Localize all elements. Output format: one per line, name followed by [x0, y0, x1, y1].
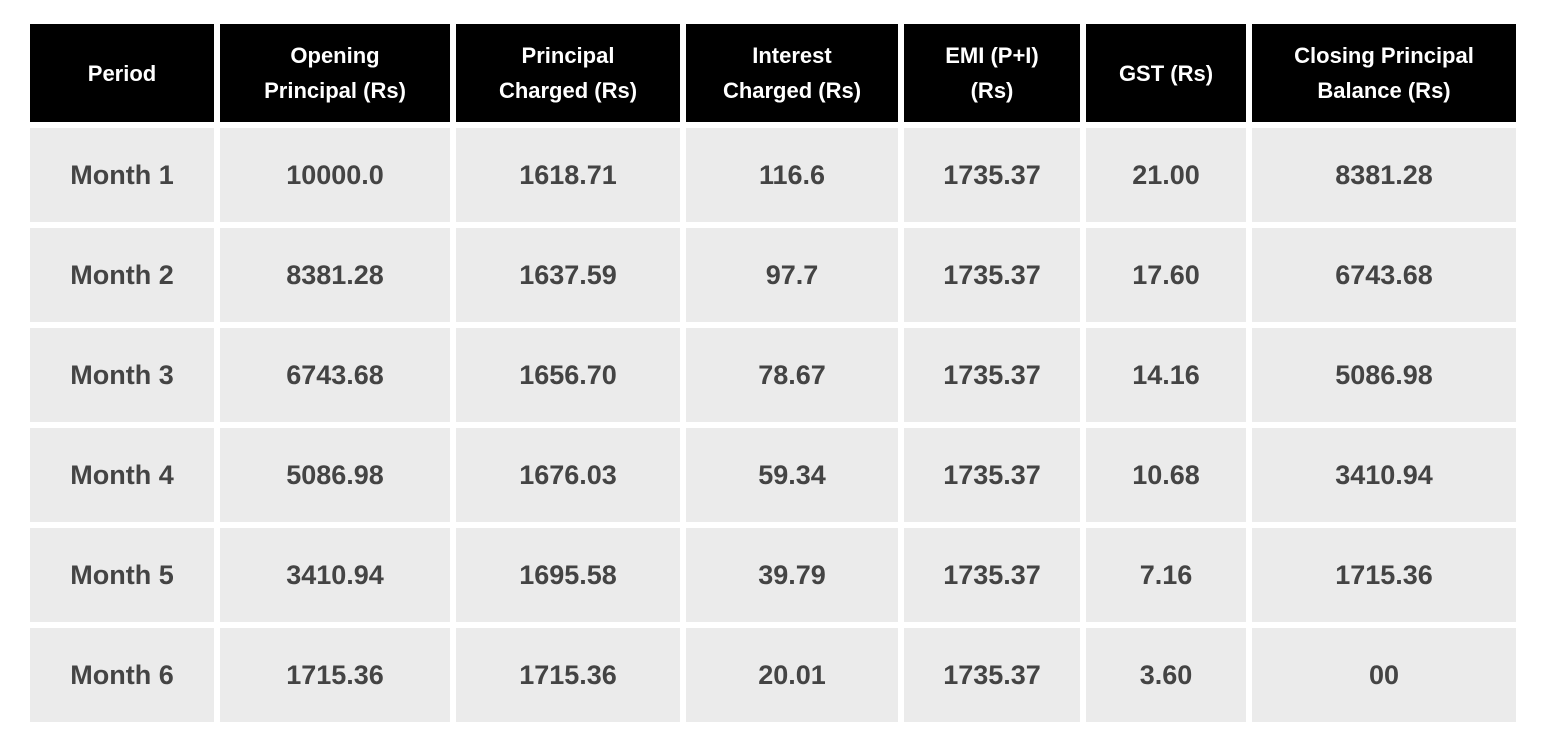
- table-row: Month 6 1715.36 1715.36 20.01 1735.37 3.60 00: [30, 628, 1516, 722]
- value-cell: 10.68: [1086, 428, 1246, 522]
- value-cell: 17.60: [1086, 228, 1246, 322]
- table-header: Period Opening Principal (Rs) Principal Ch…: [30, 24, 1516, 122]
- value-cell: 00: [1252, 628, 1516, 722]
- period-cell: Month 5: [30, 528, 214, 622]
- table-row: Month 1 10000.0 1618.71 116.6 1735.37 21.00 83…: [30, 128, 1516, 222]
- value-cell: 5086.98: [1252, 328, 1516, 422]
- header-cell: Closing Principal Balance (Rs): [1252, 24, 1516, 122]
- value-cell: 3410.94: [220, 528, 450, 622]
- period-cell: Month 3: [30, 328, 214, 422]
- header-cell: Interest Charged (Rs): [686, 24, 898, 122]
- value-cell: 21.00: [1086, 128, 1246, 222]
- value-cell: 1715.36: [456, 628, 680, 722]
- value-cell: 59.34: [686, 428, 898, 522]
- value-cell: 1715.36: [1252, 528, 1516, 622]
- header-cell: Principal Charged (Rs): [456, 24, 680, 122]
- value-cell: 97.7: [686, 228, 898, 322]
- table-row: Month 3 6743.68 1656.70 78.67 1735.37 14.16 50…: [30, 328, 1516, 422]
- table-row: Month 2 8381.28 1637.59 97.7 1735.37 17.60 674…: [30, 228, 1516, 322]
- period-cell: Month 1: [30, 128, 214, 222]
- period-cell: Month 6: [30, 628, 214, 722]
- value-cell: 1735.37: [904, 528, 1080, 622]
- value-cell: 1656.70: [456, 328, 680, 422]
- value-cell: 1676.03: [456, 428, 680, 522]
- value-cell: 7.16: [1086, 528, 1246, 622]
- amortization-table: Period Opening Principal (Rs) Principal Ch…: [24, 18, 1522, 728]
- value-cell: 1735.37: [904, 228, 1080, 322]
- header-row: Period Opening Principal (Rs) Principal Ch…: [30, 24, 1516, 122]
- period-cell: Month 4: [30, 428, 214, 522]
- value-cell: 8381.28: [1252, 128, 1516, 222]
- value-cell: 1735.37: [904, 128, 1080, 222]
- table-body: Month 1 10000.0 1618.71 116.6 1735.37 21.00 83…: [30, 128, 1516, 722]
- value-cell: 1695.58: [456, 528, 680, 622]
- value-cell: 39.79: [686, 528, 898, 622]
- value-cell: 1715.36: [220, 628, 450, 722]
- value-cell: 5086.98: [220, 428, 450, 522]
- value-cell: 78.67: [686, 328, 898, 422]
- value-cell: 3.60: [1086, 628, 1246, 722]
- header-cell: EMI (P+I) (Rs): [904, 24, 1080, 122]
- value-cell: 1735.37: [904, 328, 1080, 422]
- value-cell: 20.01: [686, 628, 898, 722]
- period-cell: Month 2: [30, 228, 214, 322]
- header-cell: Period: [30, 24, 214, 122]
- value-cell: 1735.37: [904, 628, 1080, 722]
- value-cell: 116.6: [686, 128, 898, 222]
- table-row: Month 5 3410.94 1695.58 39.79 1735.37 7.16 171…: [30, 528, 1516, 622]
- header-cell: Opening Principal (Rs): [220, 24, 450, 122]
- value-cell: 3410.94: [1252, 428, 1516, 522]
- value-cell: 1637.59: [456, 228, 680, 322]
- value-cell: 1618.71: [456, 128, 680, 222]
- value-cell: 14.16: [1086, 328, 1246, 422]
- table-row: Month 4 5086.98 1676.03 59.34 1735.37 10.68 34…: [30, 428, 1516, 522]
- header-cell: GST (Rs): [1086, 24, 1246, 122]
- value-cell: 10000.0: [220, 128, 450, 222]
- value-cell: 6743.68: [1252, 228, 1516, 322]
- value-cell: 1735.37: [904, 428, 1080, 522]
- value-cell: 6743.68: [220, 328, 450, 422]
- value-cell: 8381.28: [220, 228, 450, 322]
